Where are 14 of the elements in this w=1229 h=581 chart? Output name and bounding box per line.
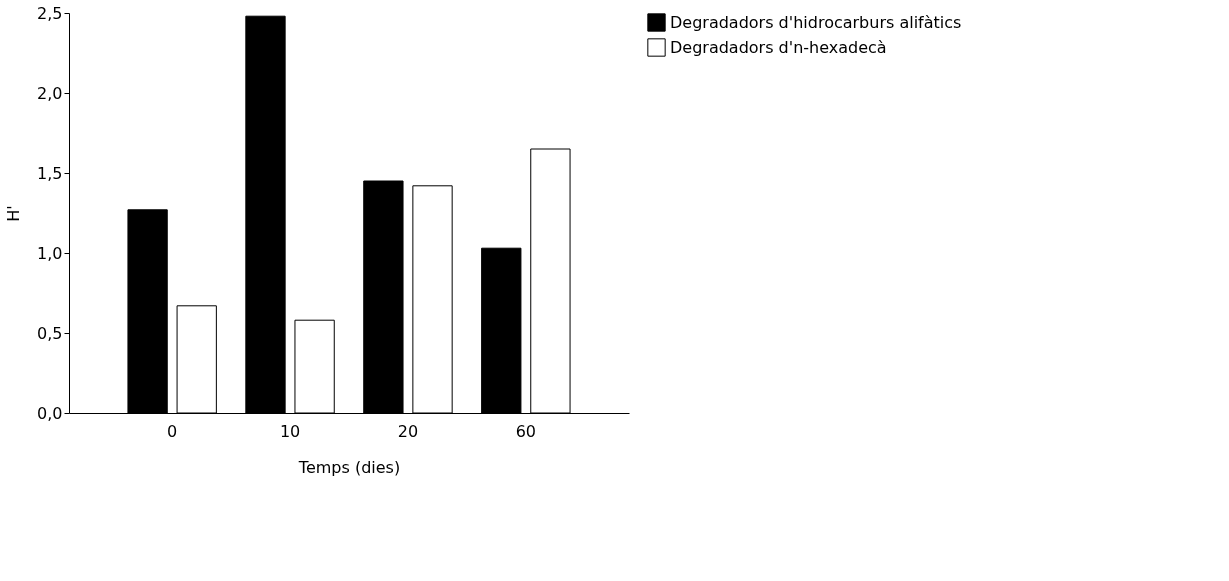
y-tick-label: 0,0 [37, 403, 63, 423]
x-tick-label: 20 [397, 421, 419, 441]
y-axis-title: H' [4, 205, 24, 222]
x-axis-title: Temps (dies) [297, 457, 401, 477]
x-tick-label: 10 [279, 421, 301, 441]
y-tick-label: 2,5 [37, 3, 63, 23]
x-tick-label: 0 [167, 421, 178, 441]
legend-label: Degradadors d'n-hexadecà [670, 37, 887, 57]
legend-label: Degradadors d'hidrocarburs alifàtics [670, 12, 962, 32]
y-tick-label: 1,0 [37, 243, 63, 263]
y-tick-label: 0,5 [37, 323, 63, 343]
y-tick-label: 2,0 [37, 83, 63, 103]
y-tick-label: 1,5 [37, 163, 63, 183]
x-tick-label: 60 [515, 421, 537, 441]
